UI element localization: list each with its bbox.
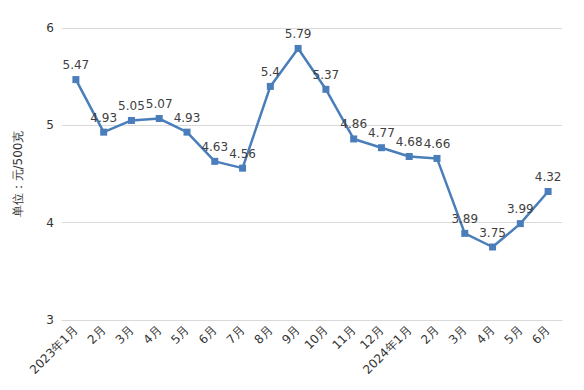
- svg-text:5.05: 5.05: [118, 99, 145, 113]
- svg-text:8月: 8月: [252, 323, 276, 347]
- svg-text:3.89: 3.89: [451, 212, 478, 226]
- svg-text:5: 5: [46, 118, 54, 132]
- svg-text:12月: 12月: [357, 323, 387, 353]
- svg-text:4.68: 4.68: [396, 135, 423, 149]
- svg-text:4.93: 4.93: [90, 111, 117, 125]
- svg-text:4.56: 4.56: [229, 147, 256, 161]
- svg-text:5.79: 5.79: [285, 27, 312, 41]
- svg-text:4月: 4月: [474, 323, 498, 347]
- svg-text:2024年1月: 2024年1月: [360, 323, 414, 377]
- svg-text:6月: 6月: [196, 323, 220, 347]
- svg-text:6: 6: [46, 21, 54, 35]
- svg-text:9月: 9月: [279, 323, 303, 347]
- svg-text:4.93: 4.93: [174, 111, 201, 125]
- svg-text:3月: 3月: [113, 323, 137, 347]
- svg-text:4: 4: [46, 216, 54, 230]
- svg-text:6月: 6月: [529, 323, 553, 347]
- svg-text:4月: 4月: [140, 323, 164, 347]
- svg-text:10月: 10月: [302, 323, 331, 352]
- svg-text:11月: 11月: [329, 323, 358, 352]
- svg-text:5月: 5月: [168, 323, 192, 347]
- svg-text:4.86: 4.86: [340, 117, 367, 131]
- svg-text:2月: 2月: [418, 323, 442, 347]
- svg-text:5月: 5月: [502, 323, 526, 347]
- svg-text:4.77: 4.77: [368, 126, 395, 140]
- svg-text:4.32: 4.32: [535, 170, 562, 184]
- svg-text:3.99: 3.99: [507, 202, 534, 216]
- svg-text:5.47: 5.47: [63, 58, 90, 72]
- svg-text:2月: 2月: [85, 323, 109, 347]
- svg-text:3: 3: [46, 313, 54, 327]
- svg-text:5.37: 5.37: [313, 68, 340, 82]
- svg-text:7月: 7月: [224, 323, 248, 347]
- svg-text:单位：元/500克: 单位：元/500克: [11, 131, 25, 218]
- svg-text:5.4: 5.4: [261, 65, 280, 79]
- svg-text:4.66: 4.66: [424, 137, 451, 151]
- svg-text:3.75: 3.75: [479, 226, 506, 240]
- svg-text:2023年1月: 2023年1月: [27, 323, 81, 377]
- svg-text:5.07: 5.07: [146, 97, 173, 111]
- svg-text:3月: 3月: [446, 323, 470, 347]
- svg-text:4.63: 4.63: [201, 140, 228, 154]
